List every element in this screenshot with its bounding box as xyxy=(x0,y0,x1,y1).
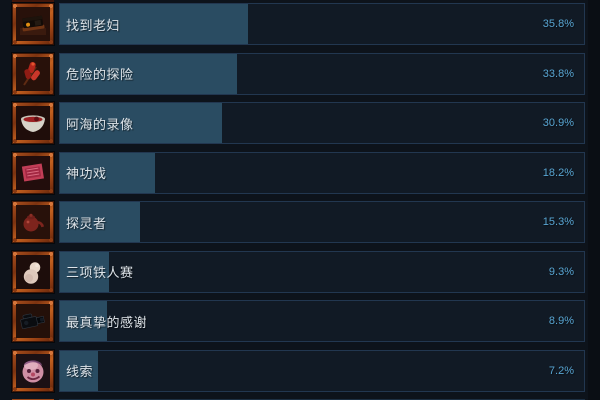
achievement-icon-frame xyxy=(12,201,54,243)
video-camera-icon xyxy=(20,313,45,329)
achievement-list: 找到老妇 35.8% 危险的探险 33.8% xyxy=(0,3,600,399)
gourd-figure-icon xyxy=(23,261,41,284)
progress-fill xyxy=(60,103,222,143)
achievement-progress-bar: 线索 7.2% xyxy=(59,349,585,392)
achievement-title: 危险的探险 xyxy=(66,67,134,82)
achievement-percent: 30.9% xyxy=(542,117,574,129)
achievement-icon-frame xyxy=(12,349,54,392)
achievement-icon-frame xyxy=(12,250,54,293)
progress-fill xyxy=(60,251,109,292)
achievement-icon-frame xyxy=(12,151,54,194)
achievement-icon-frame xyxy=(12,3,54,45)
achievement-percent: 9.3% xyxy=(548,265,574,278)
achievement-title: 探灵者 xyxy=(66,215,107,231)
achievement-percent: 15.3% xyxy=(542,216,574,228)
achievement-row: 线索 7.2% xyxy=(0,349,600,392)
progress-fill xyxy=(60,152,156,193)
teapot-icon xyxy=(23,213,44,232)
firecracker-icon xyxy=(23,61,40,86)
achievement-progress-bar: 神功戏 18.2% xyxy=(59,151,585,194)
achievement-percent: 35.8% xyxy=(542,18,574,30)
achievement-title: 神功戏 xyxy=(66,166,107,181)
achievement-percent: 18.2% xyxy=(542,166,574,179)
achievement-percent: 7.2% xyxy=(548,364,574,377)
achievement-progress-bar: 危险的探险 33.8% xyxy=(59,52,585,95)
achievement-title: 阿海的录像 xyxy=(66,116,134,132)
progress-fill xyxy=(60,202,141,242)
progress-fill xyxy=(60,301,107,341)
achievement-row: 三项铁人赛 9.3% xyxy=(0,250,600,293)
achievement-progress-bar: 最真挚的感谢 8.9% xyxy=(59,300,585,342)
achievement-row: 神功戏 18.2% xyxy=(0,151,600,194)
blood-bowl-icon xyxy=(21,115,45,132)
progress-fill xyxy=(60,4,248,44)
cassette-recorder-icon xyxy=(20,15,46,35)
page-right-edge-strip xyxy=(588,0,600,400)
achievement-title: 找到老妇 xyxy=(66,17,121,33)
progress-fill xyxy=(60,53,238,94)
achievement-progress-bar: 找到老妇 35.8% xyxy=(59,3,585,45)
achievement-icon-frame xyxy=(12,52,54,95)
achievement-percent: 33.8% xyxy=(542,67,574,80)
achievement-icon-frame xyxy=(12,300,54,342)
achievement-title: 三项铁人赛 xyxy=(66,265,134,280)
clown-face-icon xyxy=(22,359,44,382)
achievement-icon-frame xyxy=(12,102,54,144)
achievement-row: 阿海的录像 30.9% xyxy=(0,102,600,144)
achievement-title: 最真挚的感谢 xyxy=(66,314,148,330)
achievement-row: 危险的探险 33.8% xyxy=(0,52,600,95)
progress-fill xyxy=(60,350,98,391)
opera-stage-icon xyxy=(21,163,44,181)
previous-row-icon-sliver xyxy=(12,0,54,2)
achievement-title: 线索 xyxy=(66,364,94,379)
achievement-progress-bar: 三项铁人赛 9.3% xyxy=(59,250,585,293)
achievement-row: 最真挚的感谢 8.9% xyxy=(0,300,600,342)
achievement-row: 找到老妇 35.8% xyxy=(0,3,600,45)
achievement-progress-bar: 阿海的录像 30.9% xyxy=(59,102,585,144)
achievement-progress-bar: 探灵者 15.3% xyxy=(59,201,585,243)
achievement-percent: 8.9% xyxy=(548,315,574,327)
achievement-row: 探灵者 15.3% xyxy=(0,201,600,243)
